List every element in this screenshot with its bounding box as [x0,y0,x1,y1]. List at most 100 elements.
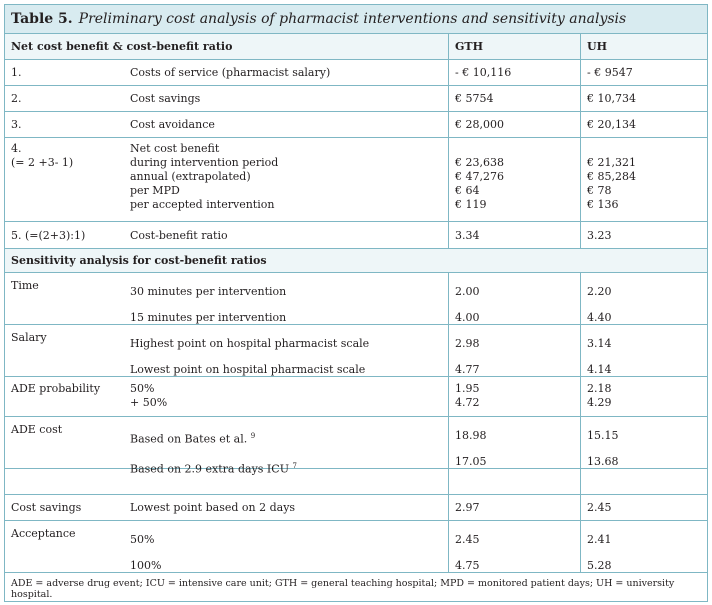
row-label: Costs of service (pharmacist salary) [124,60,449,85]
row-number: 2. [11,92,22,105]
table-row: ADE cost Based on Bates et al. 9 Based o… [5,417,707,475]
label-line: per accepted intervention [130,198,275,211]
empty-cell [581,469,707,494]
table-footnote: ADE = adverse drug event; ICU = intensiv… [11,578,675,600]
row-label: 50% 100% [124,521,449,572]
gth-value: 2.00 4.00 [449,273,581,324]
group-label: Acceptance [11,527,76,540]
gth-value: 18.98 17.05 [449,417,581,468]
empty-cell [449,469,581,494]
value-line: € 78 [587,184,612,197]
section-heading: Sensitivity analysis for cost-benefit ra… [11,254,267,267]
uh-value: 2.20 4.40 [581,273,707,324]
gth-value: 2.45 4.75 [449,521,581,572]
label-line: 50% [130,382,155,395]
value-line: 17.05 [455,455,487,468]
uh-value: 2.45 [587,501,612,514]
uh-value: 2.18 4.29 [581,377,707,416]
group-label: Cost savings [11,501,82,514]
gth-value: € 5754 [449,86,581,111]
row-number-formula: (= 2 +3- 1) [11,156,74,169]
table-title: Table 5. Preliminary cost analysis of ph… [5,5,707,34]
table-row: 3. Cost avoidance € 28,000 € 20,134 [5,112,707,138]
gth-value: € 23,638 € 47,276 € 64 € 119 [449,138,581,221]
label-line: during intervention period [130,156,279,169]
header-gth: GTH [449,34,581,59]
label-line: 50% [130,533,155,546]
value-line: 4.00 [455,311,480,324]
row-number: 4. (= 2 +3- 1) [5,138,124,221]
label-line: per MPD [130,184,180,197]
row-label: Cost savings [124,86,449,111]
gth-value: 2.97 [449,495,581,520]
row-label: 30 minutes per intervention 15 minutes p… [124,273,449,324]
uh-value: 3.23 [587,228,612,242]
gth-value: 2.98 4.77 [449,325,581,376]
ref-superscript: 9 [250,432,256,440]
header-uh: UH [587,40,607,53]
value-line: 4.72 [455,396,480,409]
value-line: 4.75 [455,559,480,572]
row-number: 5. (=(2+3):1) [11,228,86,242]
gth-value: 1.95 4.72 [449,377,581,416]
gth-value: 3.34 [449,222,581,248]
table-row: 1. Costs of service (pharmacist salary) … [5,60,707,86]
value-line: € 119 [455,198,487,211]
header-col1: Net cost benefit & cost-benefit ratio [5,34,449,59]
ref-text: Based on Bates et al. [130,432,248,446]
gth-value: € 28,000 [449,112,581,137]
value-line: 18.98 [455,429,487,442]
gth-value: - € 10,116 [449,60,581,85]
row-label: Cost avoidance [124,112,449,137]
value-line: 5.28 [587,559,612,572]
value-line: 2.45 [455,533,480,546]
uh-value: € 10,734 [587,92,636,105]
group-label: Time [11,279,39,292]
ref-text: Based on 2.9 extra days ICU [130,462,289,476]
label-line: Net cost benefit [130,142,220,155]
value-line: 2.18 [587,382,612,395]
value-line: € 85,284 [587,170,636,183]
value-line: 1.95 [455,382,480,395]
row-label: Based on Bates et al. 9 Based on 2.9 ext… [124,417,449,475]
label-line: 30 minutes per intervention [130,285,287,298]
value-line: € 47,276 [455,170,504,183]
label-line: annual (extrapolated) [130,170,251,183]
ref-superscript: 7 [292,461,297,470]
label-line: 15 minutes per intervention [130,311,287,324]
table-row: Acceptance 50% 100% 2.45 4.75 2.41 5.28 [5,521,707,573]
label-line: 100% [130,559,162,572]
table-row: Salary Highest point on hospital pharmac… [5,325,707,377]
uh-value: - € 9547 [587,66,633,79]
table-row: Time 30 minutes per intervention 15 minu… [5,273,707,325]
uh-value: 3.14 4.14 [581,325,707,376]
value-line: 4.29 [587,396,612,409]
table-5: Table 5. Preliminary cost analysis of ph… [4,4,708,602]
row-label: Net cost benefit during intervention per… [124,138,449,221]
empty-row [5,469,707,495]
value-line: 4.40 [587,311,612,324]
value-line: 2.00 [455,285,480,298]
row-label: 50% + 50% [124,377,449,416]
table-number: Table 5. [11,11,73,27]
value-line: € 64 [455,184,480,197]
value-line: 4.14 [587,363,612,376]
value-line: 13.68 [587,455,619,468]
label-line: Based on Bates et al. 9 [130,423,255,453]
value-line: 3.14 [587,337,612,350]
label-line: Lowest point on hospital pharmacist scal… [130,363,366,376]
group-label: Salary [11,331,47,344]
section-heading-row: Sensitivity analysis for cost-benefit ra… [5,249,707,273]
value-line: 2.20 [587,285,612,298]
table-row: Cost savings Lowest point based on 2 day… [5,495,707,521]
label-line: Highest point on hospital pharmacist sca… [130,337,370,350]
row-number: 1. [11,66,22,79]
row-label: Lowest point based on 2 days [124,495,449,520]
table-caption: Preliminary cost analysis of pharmacist … [78,11,627,27]
label-line: Based on 2.9 extra days ICU 7 [130,453,297,483]
value-line: 4.77 [455,363,480,376]
row-number-main: 4. [11,142,22,155]
uh-value: 2.41 5.28 [581,521,707,572]
value-line: 15.15 [587,429,619,442]
empty-cell [5,469,124,494]
